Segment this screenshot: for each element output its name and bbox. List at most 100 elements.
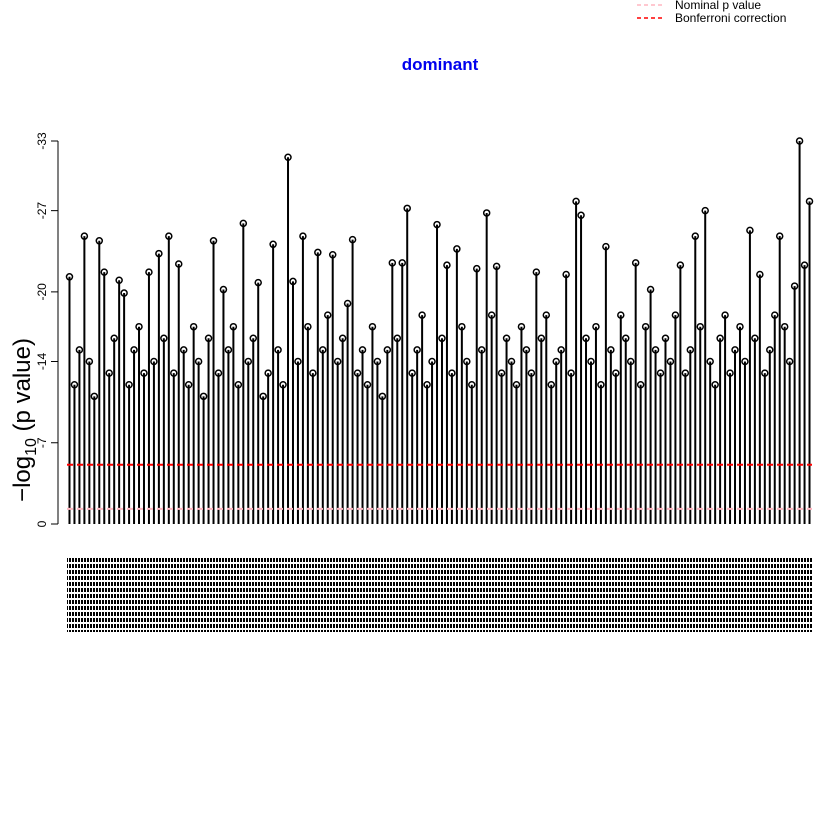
point (661, 334, 670, 343)
point (324, 311, 332, 319)
point (592, 322, 600, 331)
point (607, 346, 615, 354)
point (741, 357, 749, 366)
y-label-rest: (p value) (9, 338, 36, 438)
point (130, 346, 138, 354)
point (85, 357, 94, 366)
point (309, 369, 317, 377)
point (666, 357, 675, 366)
point (785, 357, 794, 366)
y-label-sub: 10 (23, 438, 40, 456)
x-label-band (67, 558, 812, 632)
point (567, 369, 575, 377)
point (716, 334, 724, 343)
point (443, 261, 451, 269)
y-tick-label: -7 (35, 437, 49, 448)
point (671, 311, 680, 319)
point (368, 322, 377, 331)
point (160, 334, 168, 343)
point (751, 334, 759, 343)
point (731, 346, 739, 354)
point (140, 369, 148, 377)
point (423, 380, 431, 389)
point (418, 311, 426, 319)
point (75, 346, 84, 354)
point (487, 311, 496, 319)
point (726, 369, 734, 377)
y-tick-label: -20 (35, 283, 49, 301)
point (562, 270, 570, 279)
y-tick-label: -27 (35, 202, 49, 220)
point (254, 278, 262, 287)
point (612, 369, 620, 377)
point (433, 220, 441, 229)
legend-label: Bonferroni correction (675, 11, 786, 25)
point (800, 261, 809, 269)
point (507, 357, 516, 366)
point (736, 322, 744, 331)
point (522, 346, 531, 354)
legend-label: Nominal p value (675, 0, 761, 12)
point (194, 357, 203, 366)
point (756, 270, 764, 279)
point (284, 153, 292, 161)
point (497, 369, 506, 377)
point (463, 357, 471, 366)
point (706, 357, 714, 366)
point (721, 311, 729, 319)
point (775, 232, 784, 240)
point (795, 137, 804, 145)
point (582, 334, 590, 343)
point (274, 346, 282, 354)
point (234, 380, 243, 389)
point (175, 260, 183, 268)
point (557, 346, 565, 354)
point (145, 268, 153, 276)
point (189, 322, 198, 331)
point (209, 237, 218, 245)
point (333, 357, 342, 366)
chart-title: dominant (402, 55, 479, 74)
point (383, 346, 392, 354)
point (105, 369, 113, 377)
point (150, 357, 158, 366)
point (125, 380, 133, 389)
point (676, 261, 685, 269)
point (229, 322, 238, 331)
point (622, 334, 630, 343)
point (656, 369, 665, 377)
point (259, 392, 267, 401)
point (428, 357, 436, 366)
point (373, 357, 382, 366)
point (388, 259, 397, 267)
point (348, 235, 357, 244)
point (70, 380, 79, 389)
point (602, 242, 610, 251)
point (165, 232, 173, 240)
point (512, 380, 521, 389)
point (641, 322, 650, 331)
point (343, 299, 352, 308)
point (477, 346, 486, 354)
point (100, 268, 108, 276)
point (393, 334, 402, 343)
point (597, 380, 605, 389)
point (617, 311, 625, 319)
point (492, 262, 501, 271)
point (155, 249, 163, 258)
point (224, 346, 233, 354)
point (214, 369, 223, 377)
point (80, 232, 89, 240)
point (453, 245, 461, 253)
point (572, 197, 580, 206)
point (244, 357, 253, 366)
point (338, 334, 347, 343)
point (314, 248, 322, 257)
y-axis-label: −log10 (p value) (9, 338, 40, 502)
point (363, 380, 372, 389)
point (517, 322, 526, 331)
point (279, 380, 287, 389)
point (135, 322, 143, 331)
point (552, 357, 560, 366)
